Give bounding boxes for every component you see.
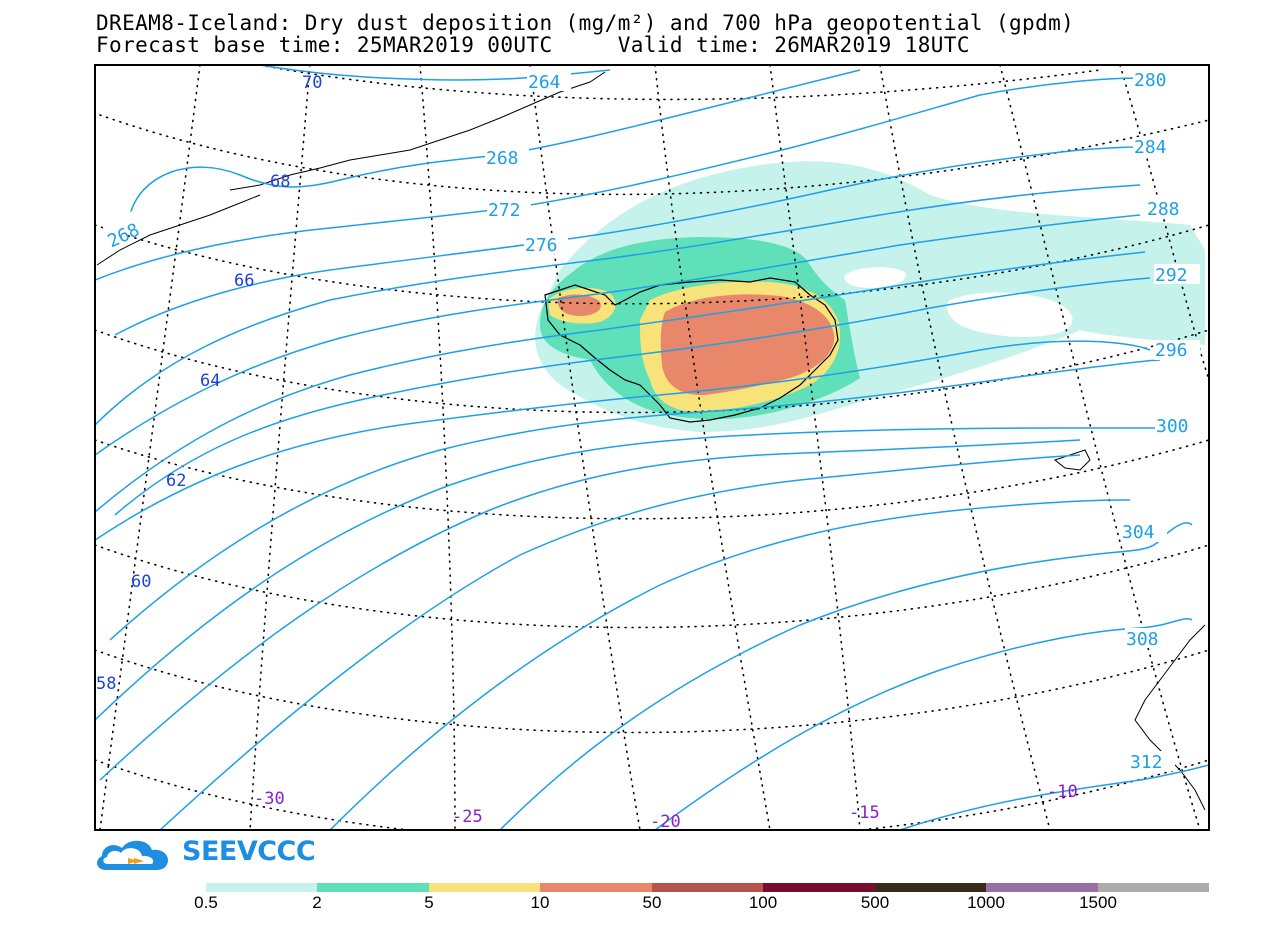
contour-label-300: 300 — [1156, 416, 1189, 437]
contour-label-264: 264 — [528, 72, 561, 93]
dust-deposition-shading — [535, 161, 1205, 432]
lon-label-minus-20: -20 — [650, 812, 681, 832]
contour-label-280: 280 — [1134, 70, 1167, 91]
lon-label-minus-25: -25 — [452, 807, 483, 827]
seevccc-logo: SEEVCCC — [94, 834, 316, 874]
legend-swatch-3 — [540, 883, 652, 892]
contour-label-288: 288 — [1147, 199, 1180, 220]
lat-label-62: 62 — [166, 471, 186, 491]
contour-label-268: 268 — [486, 148, 519, 169]
lat-label-66: 66 — [234, 271, 254, 291]
contour-label-308: 308 — [1126, 629, 1159, 650]
legend-labels: 0.5 2 5 10 50 100 500 1000 1500 — [0, 893, 1271, 913]
legend-swatch-4 — [651, 883, 764, 892]
legend-label-2: 2 — [312, 893, 322, 912]
dust-plume-10-west — [557, 294, 601, 316]
contour-284 — [95, 214, 1141, 456]
greenland-coast-north — [229, 71, 606, 191]
contour-276 — [114, 146, 1141, 336]
legend-swatch-6 — [874, 883, 987, 892]
parallels — [95, 65, 1209, 830]
norway-coast — [1134, 624, 1206, 811]
legend-swatch-8 — [1097, 883, 1209, 892]
legend-label-100: 100 — [748, 893, 778, 912]
legend-swatch-7 — [986, 883, 1098, 892]
contour-304 — [95, 427, 1160, 721]
contour-300 — [109, 359, 1161, 641]
lat-label-60: 60 — [131, 572, 151, 592]
faroe-islands — [1053, 449, 1091, 471]
contour-308 — [99, 439, 1081, 781]
lat-label-58: 58 — [96, 674, 116, 694]
contour-280 — [95, 184, 1141, 426]
contour-312 — [159, 454, 1081, 830]
lat-label-68: 68 — [270, 172, 290, 192]
contour-296 — [95, 340, 1151, 541]
legend-swatch-1 — [317, 883, 429, 892]
contour-label-312: 312 — [1130, 752, 1163, 773]
dust-plume-10 — [660, 294, 835, 396]
title-line-2: Forecast base time: 25MAR2019 00UTC Vali… — [96, 33, 970, 57]
title-line-1: DREAM8-Iceland: Dry dust deposition (mg/… — [96, 11, 1075, 35]
lon-label-minus-15: -15 — [849, 803, 880, 823]
contour-label-292: 292 — [1155, 265, 1188, 286]
cloud-icon — [97, 840, 169, 870]
legend-label-5: 5 — [424, 893, 434, 912]
contour-label-272: 272 — [488, 200, 521, 221]
lat-label-70: 70 — [302, 73, 322, 93]
contour-label-304: 304 — [1122, 522, 1155, 543]
legend-label-1500: 1500 — [1079, 893, 1117, 912]
logo-text: SEEVCCC — [182, 836, 316, 867]
contour-label-284: 284 — [1134, 137, 1167, 158]
lon-label-minus-10: -10 — [1047, 782, 1078, 802]
lat-label-64: 64 — [200, 371, 220, 391]
contour-label-296: 296 — [1155, 340, 1188, 361]
legend-label-1000: 1000 — [967, 893, 1005, 912]
geopotential-contours — [95, 65, 1209, 830]
dust-plume-clear-2 — [947, 292, 1073, 337]
legend-swatch-2 — [428, 883, 541, 892]
legend-swatch-5 — [763, 883, 875, 892]
contour-268 — [129, 69, 861, 216]
contour-292 — [114, 277, 1151, 516]
color-legend — [206, 883, 1209, 892]
contour-label-276: 276 — [525, 235, 558, 256]
legend-label-10: 10 — [530, 893, 550, 912]
legend-label-50: 50 — [642, 893, 662, 912]
dust-plume-clear-1 — [844, 267, 906, 288]
legend-swatch-0 — [206, 883, 318, 892]
legend-label-0-5: 0.5 — [194, 893, 218, 912]
contour-272 — [95, 77, 1141, 281]
legend-label-500: 500 — [860, 893, 890, 912]
map-frame — [94, 64, 1210, 831]
iceland-coastline — [544, 277, 839, 423]
lon-label-minus-30: -30 — [254, 789, 285, 809]
contour-288 — [95, 251, 1146, 513]
